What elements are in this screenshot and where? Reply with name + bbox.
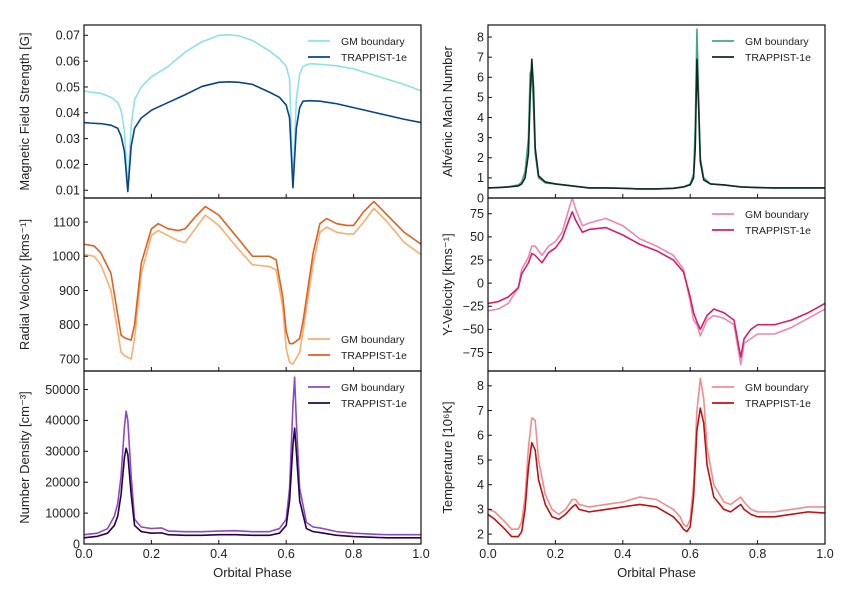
number-density-xtick-label: 0.0 bbox=[75, 547, 92, 561]
temperature-ytick-label: 3 bbox=[477, 503, 484, 517]
magnetic-field-ytick-label: 0.05 bbox=[56, 80, 80, 94]
legend-label: GM boundary bbox=[341, 382, 405, 394]
legend-label: TRAPPIST-1e bbox=[745, 52, 811, 64]
temperature-xlabel: Orbital Phase bbox=[617, 565, 696, 580]
number-density-legend: GM boundary TRAPPIST-1e bbox=[308, 382, 407, 410]
alfven-mach-panel: 0 1 2 3 4 5 6 7 8 Alfvénic Mach Number GM boundary… bbox=[440, 24, 826, 205]
number-density-xtick-label: 1.0 bbox=[412, 547, 429, 561]
temperature-ytick-label: 5 bbox=[477, 453, 484, 467]
temperature-ytick-label: 2 bbox=[477, 527, 484, 541]
magnetic-field-series-gm-boundary bbox=[84, 34, 421, 190]
temperature-xtick-label: 0.8 bbox=[749, 547, 766, 561]
magnetic-field-ytick-label: 0.06 bbox=[56, 54, 80, 68]
number-density-axes-frame bbox=[83, 370, 422, 545]
number-density-ytick-label: 50000 bbox=[45, 383, 80, 397]
y-velocity-series-gm-boundary bbox=[488, 198, 825, 366]
alfven-mach-ytick-label: 4 bbox=[477, 111, 484, 125]
y-velocity-ytick-label: 50 bbox=[470, 230, 484, 244]
temperature-xtick-label: 0.2 bbox=[547, 547, 564, 561]
number-density-series-gm-boundary bbox=[84, 376, 421, 536]
alfven-mach-ylabel: Alfvénic Mach Number bbox=[440, 45, 455, 176]
temperature-xtick-label: 0.6 bbox=[682, 547, 699, 561]
legend-label: GM boundary bbox=[745, 36, 809, 48]
radial-velocity-ytick-label: 900 bbox=[59, 284, 80, 298]
number-density-ytick-label: 10000 bbox=[45, 506, 80, 520]
magnetic-field-ytick-label: 0.07 bbox=[56, 29, 80, 43]
magnetic-field-ytick-label: 0.01 bbox=[56, 184, 80, 198]
temperature-axes-frame bbox=[487, 370, 826, 545]
y-velocity-legend: GM boundary TRAPPIST-1e bbox=[712, 209, 811, 237]
magnetic-field-ylabel: Magnetic Field Strength [G] bbox=[17, 32, 32, 190]
number-density-ytick-label: 40000 bbox=[45, 414, 80, 428]
temperature-ytick-label: 7 bbox=[477, 404, 484, 418]
radial-velocity-ytick-label: 800 bbox=[59, 318, 80, 332]
alfven-mach-ytick-label: 6 bbox=[477, 71, 484, 85]
temperature-ytick-label: 4 bbox=[477, 478, 484, 492]
temperature-series-trappist-1e bbox=[488, 407, 825, 538]
legend-label: GM boundary bbox=[341, 36, 405, 48]
y-velocity-ytick-label: −75 bbox=[463, 346, 484, 360]
number-density-xtick-label: 0.8 bbox=[345, 547, 362, 561]
temperature-ytick-label: 8 bbox=[477, 379, 484, 393]
radial-velocity-series-trappist-1e bbox=[84, 200, 421, 345]
y-velocity-panel: −75 −50 −25 0 25 50 75 Y-Velocity [kms⁻¹] GM bou… bbox=[440, 197, 826, 372]
temperature-panel: 2 3 4 5 6 7 8 0.0 0.2 0.4 0.6 0.8 1.0 Temperature [10… bbox=[440, 370, 834, 580]
alfven-mach-legend: GM boundary TRAPPIST-1e bbox=[712, 36, 811, 64]
alfven-mach-series-trappist-1e bbox=[488, 58, 825, 190]
legend-label: TRAPPIST-1e bbox=[341, 52, 407, 64]
number-density-ytick-label: 0 bbox=[73, 537, 80, 551]
radial-velocity-ytick-label: 1000 bbox=[52, 250, 80, 264]
temperature-ylabel: Temperature [10⁶K] bbox=[440, 401, 455, 513]
temperature-legend: GM boundary TRAPPIST-1e bbox=[712, 382, 811, 410]
legend-label: TRAPPIST-1e bbox=[341, 398, 407, 410]
legend-label: GM boundary bbox=[341, 334, 405, 346]
temperature-xtick-label: 0.4 bbox=[614, 547, 631, 561]
y-velocity-ylabel: Y-Velocity [kms⁻¹] bbox=[440, 233, 455, 335]
legend-label: TRAPPIST-1e bbox=[341, 350, 407, 362]
number-density-ylabel: Number Density [cm⁻³] bbox=[17, 391, 32, 524]
alfven-mach-ytick-label: 1 bbox=[477, 171, 484, 185]
radial-velocity-ytick-label: 1100 bbox=[53, 215, 80, 229]
y-velocity-series-trappist-1e bbox=[488, 211, 825, 358]
radial-velocity-panel: 700 800 900 1000 1100 Radial Velocity [kms⁻¹]… bbox=[17, 197, 422, 372]
radial-velocity-series-gm-boundary bbox=[84, 207, 421, 365]
magnetic-field-ytick-label: 0.02 bbox=[56, 158, 80, 172]
number-density-panel: 0 10000 20000 30000 40000 50000 0.0 0.2 0.4 0.6 0.… bbox=[17, 370, 430, 580]
alfven-mach-ytick-label: 5 bbox=[477, 91, 484, 105]
legend-label: TRAPPIST-1e bbox=[745, 398, 811, 410]
alfven-mach-ytick-label: 0 bbox=[477, 191, 484, 205]
magnetic-field-legend: GM boundary TRAPPIST-1e bbox=[308, 36, 407, 64]
number-density-ytick-label: 20000 bbox=[45, 476, 80, 490]
number-density-ytick-label: 30000 bbox=[45, 445, 80, 459]
temperature-ytick-label: 6 bbox=[477, 429, 484, 443]
alfven-mach-ytick-label: 8 bbox=[477, 30, 484, 44]
radial-velocity-ylabel: Radial Velocity [kms⁻¹] bbox=[17, 219, 32, 350]
alfven-mach-ytick-label: 2 bbox=[477, 151, 484, 165]
y-velocity-ytick-label: 75 bbox=[470, 207, 484, 221]
magnetic-field-ytick-label: 0.03 bbox=[56, 132, 80, 146]
alfven-mach-ytick-label: 3 bbox=[477, 131, 484, 145]
y-velocity-ytick-label: −50 bbox=[463, 323, 484, 337]
number-density-xtick-label: 0.2 bbox=[143, 547, 160, 561]
radial-velocity-legend: GM boundary TRAPPIST-1e bbox=[308, 334, 407, 362]
radial-velocity-ytick-label: 700 bbox=[59, 352, 80, 366]
number-density-xlabel: Orbital Phase bbox=[213, 565, 292, 580]
temperature-xtick-label: 0.0 bbox=[479, 547, 496, 561]
number-density-series-trappist-1e bbox=[84, 427, 421, 539]
magnetic-field-panel: 0.01 0.02 0.03 0.04 0.05 0.06 0.07 Magnetic Fie… bbox=[17, 24, 422, 199]
legend-label: GM boundary bbox=[745, 382, 809, 394]
number-density-xtick-label: 0.4 bbox=[210, 547, 227, 561]
alfven-mach-ytick-label: 7 bbox=[477, 50, 484, 64]
y-velocity-ytick-label: −25 bbox=[463, 300, 484, 314]
legend-label: GM boundary bbox=[745, 209, 809, 221]
number-density-xtick-label: 0.6 bbox=[278, 547, 295, 561]
temperature-xtick-label: 1.0 bbox=[816, 547, 833, 561]
y-velocity-ytick-label: 25 bbox=[470, 253, 484, 267]
magnetic-field-ytick-label: 0.04 bbox=[56, 106, 80, 120]
magnetic-field-series-trappist-1e bbox=[84, 81, 421, 193]
temperature-series-gm-boundary bbox=[488, 377, 825, 530]
legend-label: TRAPPIST-1e bbox=[745, 225, 811, 237]
y-velocity-ytick-label: 0 bbox=[477, 276, 484, 290]
